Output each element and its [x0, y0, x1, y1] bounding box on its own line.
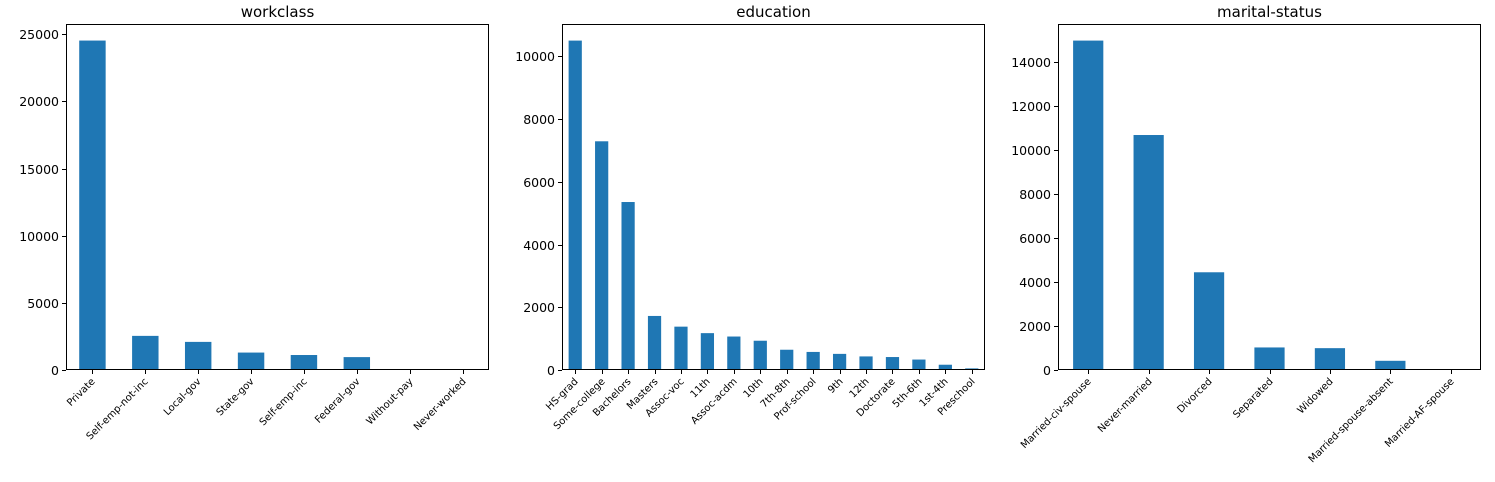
chart-title: workclass — [241, 3, 315, 21]
y-tick-label: 0 — [547, 363, 555, 378]
chart-title: education — [736, 3, 810, 21]
bar — [859, 356, 873, 370]
y-tick-label: 10000 — [1011, 143, 1051, 158]
bar — [184, 341, 212, 370]
y-tick-label: 4000 — [523, 238, 555, 253]
x-tick-label: Married-AF-spouse — [1383, 376, 1457, 450]
x-tick-label: Without-pay — [365, 376, 416, 427]
y-tick-label: 14000 — [1011, 55, 1051, 70]
x-tick-label: Never-worked — [412, 376, 469, 433]
bar — [727, 336, 741, 370]
x-tick-label: Widowed — [1296, 376, 1336, 416]
x-tick-label: State-gov — [215, 376, 257, 418]
bar — [237, 352, 265, 370]
bar — [674, 326, 688, 370]
y-tick-label: 10000 — [19, 229, 59, 244]
y-tick-label: 8000 — [1019, 187, 1051, 202]
marital-status-chart: marital-status 0 2000 4000 6000 8000 10000 120… — [1011, 3, 1481, 465]
x-tick-label: Separated — [1231, 376, 1275, 420]
bar — [806, 351, 820, 370]
bar — [885, 357, 900, 370]
y-tick-label: 12000 — [1011, 99, 1051, 114]
y-tick-label: 2000 — [523, 300, 555, 315]
x-tick-label: Federal-gov — [313, 376, 362, 425]
y-tick-label: 2000 — [1019, 319, 1051, 334]
bar — [938, 364, 952, 370]
bar — [290, 355, 318, 370]
bar — [832, 353, 847, 370]
bar — [700, 333, 715, 370]
x-tick-label: Never-married — [1096, 376, 1155, 435]
y-tick-label: 5000 — [27, 296, 59, 311]
x-tick-label: Divorced — [1175, 376, 1214, 415]
x-tick-label: Married-civ-spouse — [1019, 376, 1094, 451]
bar — [1073, 40, 1104, 371]
bar — [1254, 347, 1285, 370]
bar — [1314, 348, 1346, 370]
axes-frame — [562, 24, 985, 370]
bar — [647, 315, 662, 370]
y-tick-label: 25000 — [19, 27, 59, 42]
x-tick-label: Self-emp-inc — [258, 376, 310, 428]
y-tick-label: 6000 — [523, 175, 555, 190]
bar — [1375, 360, 1406, 370]
x-tick-label: 5th-6th — [891, 376, 925, 410]
bar — [1193, 272, 1225, 370]
y-tick-label: 6000 — [1019, 231, 1051, 246]
education-chart: education 0200040006000800010000HS-gradS… — [515, 3, 985, 432]
y-tick-label: 4000 — [1019, 275, 1051, 290]
x-tick-label: 12th — [848, 376, 872, 400]
bar — [912, 359, 926, 370]
bar — [780, 349, 794, 370]
bar — [753, 340, 767, 370]
workclass-chart: workclass 0 5000 10000 15000 20000 25000 Priva… — [19, 3, 489, 442]
x-tick-label: 11th — [689, 376, 713, 400]
y-tick-label: 15000 — [19, 162, 59, 177]
x-tick-label: Local-gov — [162, 376, 204, 418]
bar — [621, 202, 635, 370]
bar — [343, 357, 371, 370]
axes-frame — [66, 24, 489, 370]
x-tick-label: 10th — [742, 376, 766, 400]
bar — [1133, 135, 1164, 370]
y-tick-label: 8000 — [523, 112, 555, 127]
axes-frame — [1058, 24, 1481, 370]
x-tick-label: Private — [65, 376, 97, 408]
y-tick-label: 0 — [51, 363, 59, 378]
x-tick-label: 9th — [826, 376, 846, 396]
y-tick-label: 20000 — [19, 94, 59, 109]
chart-title: marital-status — [1217, 3, 1322, 21]
bar — [595, 141, 609, 370]
y-tick-label: 0 — [1043, 363, 1051, 378]
bar — [132, 335, 159, 370]
bar — [568, 40, 582, 370]
bar — [79, 40, 106, 370]
y-tick-label: 10000 — [515, 49, 555, 64]
